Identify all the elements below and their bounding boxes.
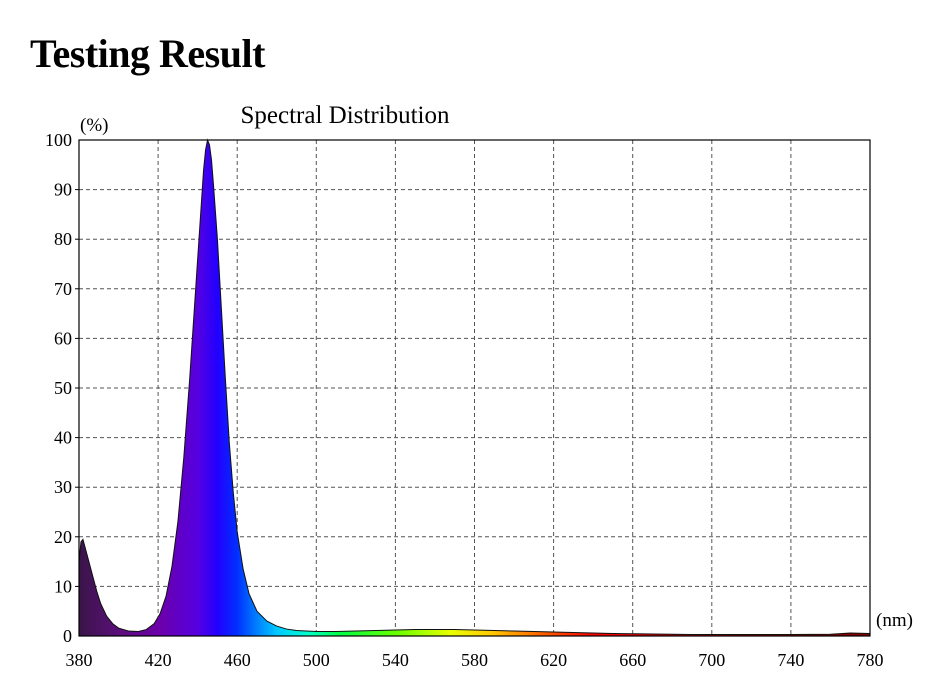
grid-lines [79, 140, 870, 636]
y-tick-labels: 0 10 20 30 40 50 60 70 80 90 100 [45, 130, 79, 646]
y-tick-40: 40 [54, 428, 72, 448]
x-tick-620: 620 [540, 650, 567, 670]
y-tick-80: 80 [54, 229, 72, 249]
x-axis-label: (nm) [876, 610, 913, 631]
page-title: Testing Result [30, 31, 265, 76]
x-tick-460: 460 [224, 650, 251, 670]
y-tick-70: 70 [54, 279, 72, 299]
y-tick-60: 60 [54, 328, 72, 348]
spectrum-curve [78, 138, 871, 636]
x-tick-380: 380 [66, 650, 93, 670]
y-tick-30: 30 [54, 477, 72, 497]
x-tick-740: 740 [777, 650, 804, 670]
x-tick-700: 700 [698, 650, 725, 670]
y-tick-100: 100 [45, 130, 72, 150]
spectrum-area [78, 138, 871, 636]
x-tick-labels: 380 420 460 500 540 580 620 660 700 740 780 [66, 650, 884, 670]
x-tick-540: 540 [382, 650, 409, 670]
y-axis-label: (%) [80, 115, 108, 136]
x-tick-780: 780 [857, 650, 884, 670]
y-tick-20: 20 [54, 527, 72, 547]
x-tick-660: 660 [619, 650, 646, 670]
y-tick-10: 10 [54, 576, 72, 596]
y-tick-90: 90 [54, 180, 72, 200]
x-tick-500: 500 [303, 650, 330, 670]
chart-title: Spectral Distribution [241, 102, 450, 129]
x-tick-420: 420 [145, 650, 172, 670]
y-tick-50: 50 [54, 378, 72, 398]
x-tick-580: 580 [461, 650, 488, 670]
y-tick-0: 0 [63, 626, 72, 646]
